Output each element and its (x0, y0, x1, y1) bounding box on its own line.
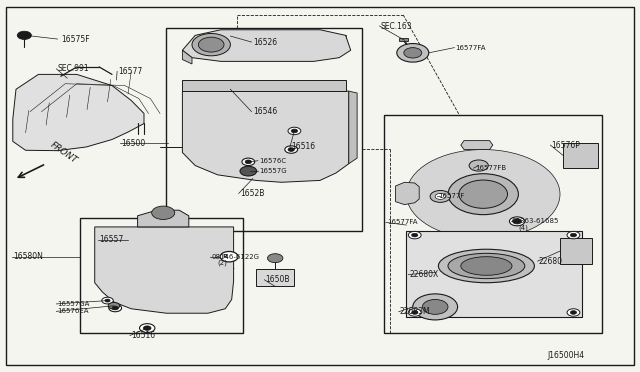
Circle shape (432, 164, 534, 224)
Polygon shape (13, 74, 144, 151)
Circle shape (109, 304, 122, 312)
Polygon shape (182, 80, 346, 91)
Polygon shape (563, 143, 598, 168)
Circle shape (438, 168, 528, 220)
Circle shape (192, 33, 230, 56)
Ellipse shape (448, 253, 525, 279)
Circle shape (220, 251, 238, 262)
Circle shape (291, 129, 298, 133)
Circle shape (198, 37, 224, 52)
Circle shape (288, 148, 294, 151)
Text: 16577: 16577 (118, 67, 143, 76)
Circle shape (285, 146, 298, 153)
Text: R: R (223, 254, 228, 259)
Circle shape (567, 231, 580, 239)
Circle shape (112, 306, 118, 310)
Text: 16557G: 16557G (259, 168, 287, 174)
Bar (166, 28, 362, 231)
Circle shape (419, 157, 547, 231)
Circle shape (469, 160, 488, 171)
Circle shape (406, 150, 560, 239)
Text: 16526: 16526 (253, 38, 277, 46)
Circle shape (288, 127, 301, 135)
Circle shape (459, 180, 508, 208)
Text: 16577FA: 16577FA (387, 219, 418, 225)
Text: 16516: 16516 (291, 142, 316, 151)
Circle shape (268, 254, 283, 263)
Polygon shape (138, 210, 189, 227)
Circle shape (570, 233, 577, 237)
Polygon shape (182, 30, 351, 61)
Circle shape (404, 48, 422, 58)
Text: 16576P: 16576P (552, 141, 580, 150)
Polygon shape (95, 227, 234, 313)
Circle shape (430, 190, 451, 202)
Polygon shape (182, 91, 349, 182)
Text: 08363-61685: 08363-61685 (512, 218, 559, 224)
Bar (384, 115, 602, 333)
Circle shape (413, 294, 458, 320)
Text: (4): (4) (518, 224, 528, 231)
Circle shape (509, 217, 525, 226)
Text: 16516: 16516 (131, 331, 156, 340)
Circle shape (422, 299, 448, 314)
Circle shape (435, 193, 445, 199)
Circle shape (397, 44, 429, 62)
Text: 16557GA: 16557GA (58, 301, 90, 307)
Circle shape (108, 302, 120, 309)
Text: 16546: 16546 (253, 107, 277, 116)
Text: J16500H4: J16500H4 (547, 351, 584, 360)
Polygon shape (461, 141, 493, 150)
Circle shape (143, 326, 151, 330)
Text: SEC.163: SEC.163 (381, 22, 412, 31)
Text: 16500: 16500 (122, 139, 146, 148)
Circle shape (413, 153, 554, 235)
Text: 16557: 16557 (99, 235, 124, 244)
Text: 1650B: 1650B (266, 275, 290, 284)
Text: (2): (2) (218, 260, 227, 266)
Circle shape (242, 158, 255, 166)
Text: 22683M: 22683M (400, 307, 431, 316)
Circle shape (245, 160, 252, 164)
Text: SEC.991: SEC.991 (58, 64, 89, 73)
Circle shape (152, 206, 175, 219)
Circle shape (445, 172, 522, 217)
Circle shape (567, 309, 580, 316)
Circle shape (105, 299, 110, 302)
Circle shape (448, 174, 518, 215)
Bar (256, 269, 294, 286)
Circle shape (140, 324, 155, 333)
Circle shape (102, 297, 113, 304)
Circle shape (513, 219, 522, 224)
Polygon shape (349, 91, 357, 164)
Polygon shape (406, 231, 582, 317)
Circle shape (408, 309, 421, 316)
Text: 16580N: 16580N (13, 252, 43, 261)
Text: 16577F: 16577F (438, 193, 465, 199)
Circle shape (412, 233, 418, 237)
Polygon shape (182, 50, 192, 64)
Text: 16576C: 16576C (259, 158, 286, 164)
Text: 1652B: 1652B (240, 189, 264, 198)
Text: 16577FA: 16577FA (456, 45, 486, 51)
Circle shape (17, 31, 31, 39)
Polygon shape (396, 182, 419, 205)
Text: 08146-6122G: 08146-6122G (211, 254, 259, 260)
Text: 22680: 22680 (539, 257, 563, 266)
Ellipse shape (461, 257, 512, 275)
Circle shape (240, 166, 257, 176)
Circle shape (570, 311, 577, 314)
Bar (399, 38, 408, 41)
Text: 16577FB: 16577FB (475, 165, 506, 171)
Bar (560, 238, 592, 264)
Circle shape (408, 231, 421, 239)
Bar (80, 218, 243, 333)
Text: 16575F: 16575F (61, 35, 90, 44)
Circle shape (412, 311, 418, 314)
Text: 22680X: 22680X (410, 270, 439, 279)
Text: FRONT: FRONT (49, 141, 79, 166)
Circle shape (426, 161, 541, 228)
Ellipse shape (438, 249, 534, 283)
Text: 16576EA: 16576EA (58, 308, 89, 314)
